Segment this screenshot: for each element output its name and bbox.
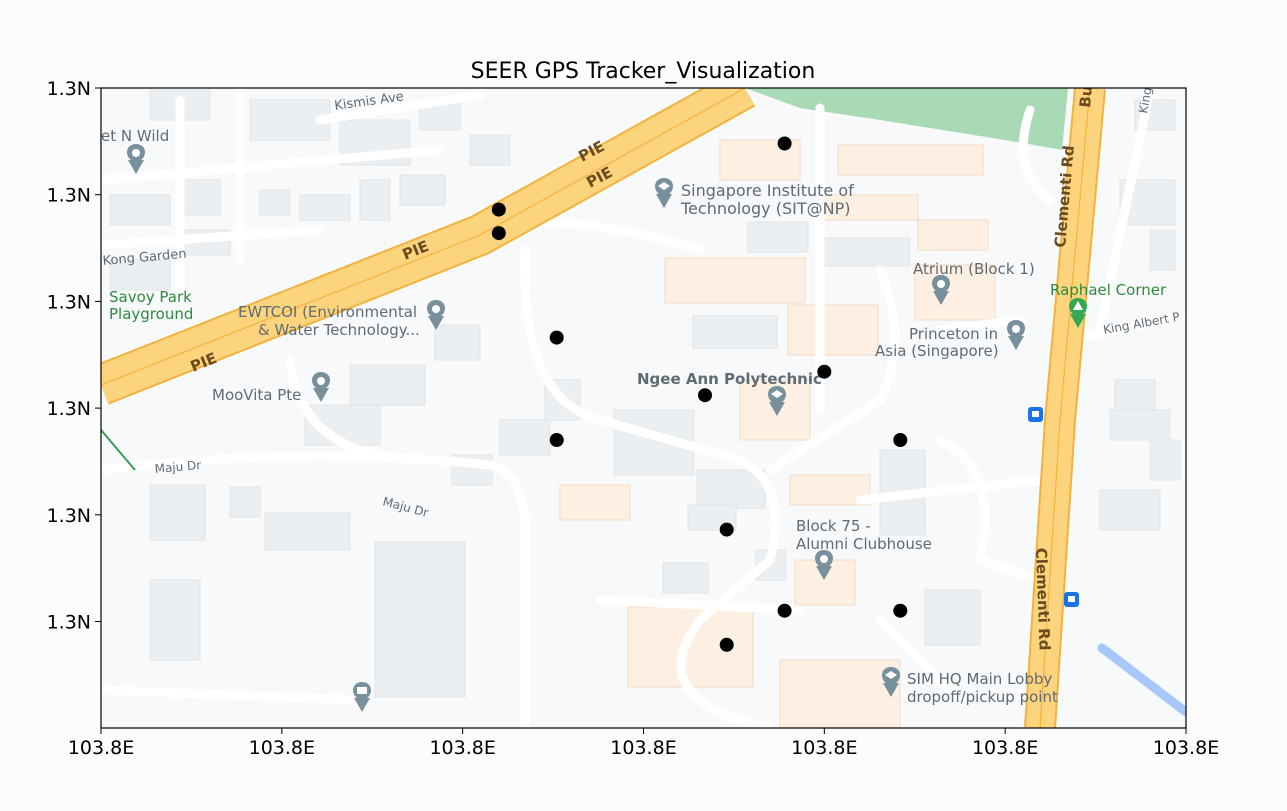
park-pin-icon — [1069, 298, 1087, 328]
map-label: Playground — [109, 305, 193, 323]
gps-point-5 — [698, 388, 712, 403]
x-tick-label: 103.8E — [249, 737, 315, 759]
map-label: & Water Technology... — [258, 321, 420, 339]
map-label: Technology (SIT@NP) — [680, 199, 850, 218]
map-label: Ngee Ann Polytechnic — [637, 370, 822, 388]
bus-stop-icon — [1028, 407, 1043, 422]
map-label: Maju Dr — [154, 458, 202, 476]
scatter-series — [491, 136, 908, 652]
gps-point-9 — [719, 522, 734, 537]
y-tick-label: 1.3N — [47, 185, 91, 207]
basemap: Kismis Ave et N Wild Kong Garden Savoy P… — [101, 85, 1186, 728]
map-pin-icon — [932, 275, 950, 305]
map-label: Savoy Park — [109, 288, 192, 306]
gps-point-2 — [491, 202, 506, 217]
school-pin-icon — [768, 386, 786, 416]
y-tick-label: 1.3N — [47, 291, 91, 313]
museum-pin-icon — [353, 682, 371, 712]
gps-point-8 — [893, 433, 908, 447]
y-tick-label: 1.3N — [47, 612, 91, 634]
gps-point-6 — [817, 364, 832, 379]
map-label: King — [1136, 86, 1154, 114]
map-label: Alumni Clubhouse — [796, 535, 932, 553]
map-label: dropoff/pickup point — [907, 688, 1058, 706]
rail-line — [1097, 643, 1186, 717]
map-pin-icon — [427, 300, 445, 330]
x-tick-label: 103.8E — [1153, 737, 1219, 759]
x-tick-label: 103.8E — [68, 737, 134, 759]
map-pin-icon — [312, 372, 330, 402]
gps-point-11 — [893, 603, 908, 618]
park-area — [745, 88, 1068, 150]
map-label: et N Wild — [101, 127, 169, 145]
clementi-road — [1024, 88, 1106, 728]
x-axis: 103.8E 103.8E 103.8E 103.8E 103.8E 103.8E 103.… — [68, 728, 1219, 759]
gps-point-4 — [549, 330, 564, 345]
gps-point-3 — [491, 226, 506, 241]
map-label: Singapore Institute of — [681, 181, 854, 200]
poi-pins — [127, 144, 1087, 712]
map-label: Asia (Singapore) — [875, 342, 999, 360]
map-label: Block 75 - — [796, 517, 871, 535]
gps-point-10 — [777, 603, 792, 618]
school-pin-icon — [655, 178, 673, 208]
school-pin-icon — [882, 667, 900, 697]
map-label: Raphael Corner — [1050, 281, 1167, 299]
y-tick-label: 1.3N — [47, 398, 91, 420]
map-label: Kong Garden — [102, 247, 187, 269]
chart-title: SEER GPS Tracker_Visualization — [471, 59, 816, 84]
bus-stop-icon — [1064, 592, 1079, 607]
pie-highway — [101, 88, 756, 405]
map-label: MooVita Pte — [212, 386, 301, 404]
y-tick-label: 1.3N — [47, 78, 91, 100]
gps-point-1 — [777, 136, 792, 151]
map-pin-icon — [815, 550, 833, 580]
x-tick-label: 103.8E — [610, 737, 676, 759]
park-path — [101, 429, 136, 471]
map-label: Clementi Rd — [1032, 548, 1054, 651]
map-label: SIM HQ Main Lobby — [907, 670, 1052, 688]
map-label: Princeton in — [909, 325, 998, 343]
roads — [101, 88, 1186, 728]
x-tick-label: 103.8E — [972, 737, 1038, 759]
map-pin-icon — [127, 144, 145, 174]
x-tick-label: 103.8E — [429, 737, 495, 759]
map-label: Bu — [1076, 85, 1096, 109]
gps-point-7 — [549, 433, 564, 447]
y-tick-label: 1.3N — [47, 505, 91, 527]
map-label: Atrium (Block 1) — [913, 260, 1035, 278]
gps-point-12 — [719, 637, 734, 652]
map-label: EWTCOI (Environmental — [238, 303, 417, 321]
x-tick-label: 103.8E — [791, 737, 857, 759]
y-axis: 1.3N 1.3N 1.3N 1.3N 1.3N 1.3N — [47, 78, 101, 634]
map-pin-icon — [1007, 320, 1025, 350]
